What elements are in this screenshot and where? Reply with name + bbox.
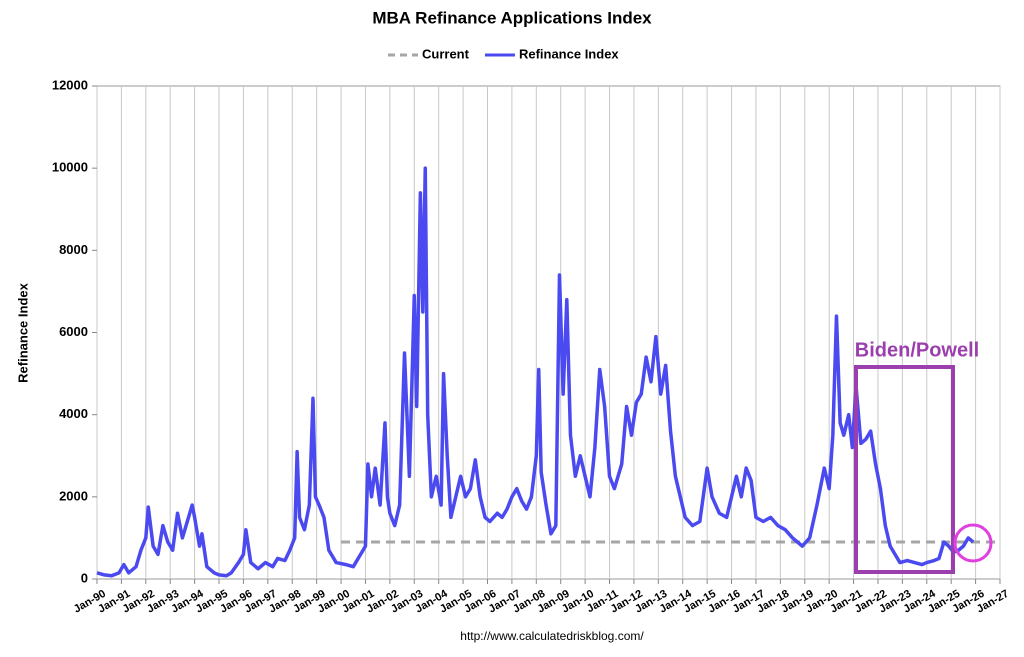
plot-area	[96, 85, 1001, 580]
highlight-circle	[953, 523, 993, 563]
y-tick-label: 0	[81, 570, 88, 585]
y-tick-label: 6000	[59, 324, 88, 339]
legend-label: Current	[422, 46, 470, 61]
y-tick-label: 12000	[52, 77, 88, 92]
series-line	[96, 166, 975, 578]
highlight-box	[854, 365, 955, 574]
source: http://www.calculatedriskblog.com/	[460, 629, 644, 643]
y-tick-label: 8000	[59, 242, 88, 257]
y-tick-label: 10000	[52, 160, 88, 175]
y-axis-label: Refinance Index	[15, 282, 30, 382]
chart-title: MBA Refinance Applications Index	[372, 8, 652, 27]
annotation: Biden/Powell	[855, 339, 979, 361]
legend-label: Refinance Index	[519, 46, 619, 61]
y-tick-label: 2000	[59, 488, 88, 503]
y-tick-label: 4000	[59, 406, 88, 421]
